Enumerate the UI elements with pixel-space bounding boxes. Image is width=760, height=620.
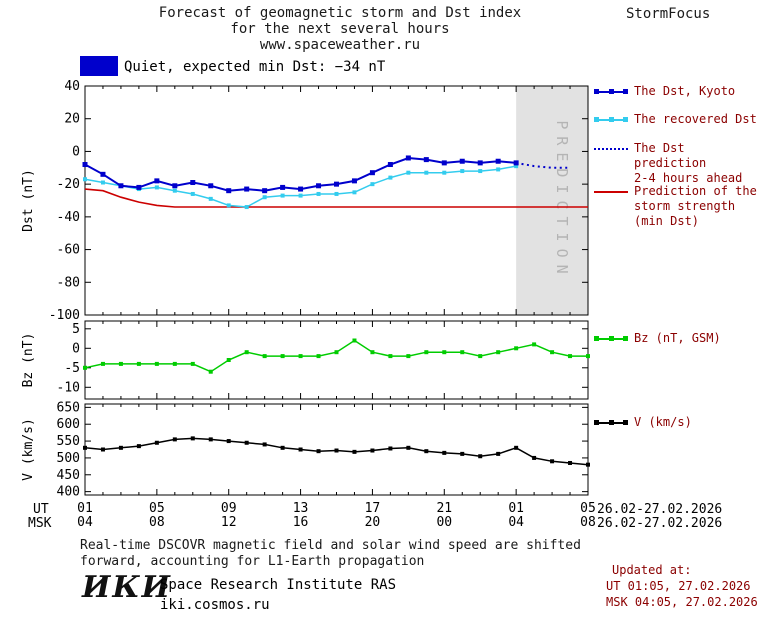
legend-bz-label: Bz (nT, GSM) [634,331,721,345]
storm-prediction-marker-icon [594,187,628,197]
svg-text:5: 5 [72,322,80,337]
bz-marker-icon [594,334,628,344]
v-marker-icon [594,418,628,428]
svg-text:450: 450 [57,468,80,483]
msk-date-range: 26.02-27.02.2026 [597,516,723,531]
svg-text:PREDICTION: PREDICTION [553,120,571,280]
dst-kyoto-marker-icon [594,87,628,97]
svg-text:0: 0 [72,144,80,159]
legend-dst-prediction-line2: 2-4 hours ahead [634,171,743,185]
svg-text:09: 09 [221,501,237,516]
svg-text:13: 13 [293,501,309,516]
stormfocus-brand: StormFocus [626,6,711,22]
legend-storm-line2: storm strength [634,199,736,213]
msk-axis-label: MSK [28,516,52,531]
svg-text:21: 21 [436,501,452,516]
svg-text:05: 05 [149,501,165,516]
svg-text:600: 600 [57,417,80,432]
legend-storm-line3: (min Dst) [634,214,700,228]
updated-block: Updated at: UT 01:05, 27.02.2026 MSK 04:… [606,562,758,610]
svg-text:-20: -20 [57,177,80,192]
iki-logo: ИКИ [82,570,172,605]
svg-text:04: 04 [508,515,524,530]
legend-dst-prediction: The Dst prediction 2-4 hours ahead [594,141,760,186]
page-title: Forecast of geomagnetic storm and Dst in… [60,5,620,53]
legend-recovered-dst-label: The recovered Dst [634,112,757,126]
updated-ut: UT 01:05, 27.02.2026 [606,579,751,593]
svg-text:-60: -60 [57,243,80,258]
svg-text:00: 00 [436,515,452,530]
svg-text:650: 650 [57,400,80,415]
svg-text:-10: -10 [57,380,80,395]
svg-text:400: 400 [57,485,80,500]
legend-dst-kyoto: The Dst, Kyoto [594,84,735,99]
legend-recovered-dst: The recovered Dst [594,112,757,127]
svg-text:40: 40 [64,79,80,94]
svg-text:-100: -100 [49,308,80,323]
legend-bz: Bz (nT, GSM) [594,331,721,346]
svg-text:Bz (nT): Bz (nT) [21,333,36,388]
ut-axis-label: UT [33,502,49,517]
svg-text:-40: -40 [57,210,80,225]
institute-website: iki.cosmos.ru [160,597,270,613]
legend-v-label: V (km/s) [634,415,692,429]
legend-dst-kyoto-label: The Dst, Kyoto [634,84,736,98]
spaceweather-url: www.spaceweather.ru [259,37,421,53]
svg-text:12: 12 [221,515,237,530]
svg-text:0: 0 [72,341,80,356]
legend-storm-line1: Prediction of the [634,184,757,198]
svg-text:20: 20 [365,515,381,530]
page-title-line1: Forecast of geomagnetic storm and Dst in… [158,5,522,21]
svg-text:05: 05 [580,501,596,516]
footnote-line2: forward, accounting for L1-Earth propaga… [80,554,425,569]
status-color-box [80,56,118,76]
legend-storm-prediction: Prediction of the storm strength (min Ds… [594,184,757,229]
status-text: Quiet, expected min Dst: −34 nT [124,59,386,75]
updated-label: Updated at: [612,563,692,577]
recovered-dst-marker-icon [594,115,628,125]
legend-v: V (km/s) [594,415,692,430]
ut-date-range: 26.02-27.02.2026 [597,502,723,517]
svg-text:550: 550 [57,434,80,449]
institute-name: Space Research Institute RAS [160,577,397,593]
svg-text:08: 08 [149,515,165,530]
svg-text:17: 17 [365,501,381,516]
svg-text:01: 01 [508,501,524,516]
svg-text:-80: -80 [57,275,80,290]
svg-text:01: 01 [77,501,93,516]
page-title-line2: for the next several hours [230,21,450,37]
svg-text:-5: -5 [64,361,80,376]
svg-text:Dst (nT): Dst (nT) [21,169,36,232]
svg-text:500: 500 [57,451,80,466]
svg-text:08: 08 [580,515,596,530]
legend-dst-prediction-line1: The Dst prediction [634,141,707,170]
footnote-line1: Real-time DSCOVR magnetic field and sola… [80,538,581,553]
updated-msk: MSK 04:05, 27.02.2026 [606,595,758,609]
svg-text:04: 04 [77,515,93,530]
svg-text:16: 16 [293,515,309,530]
svg-text:20: 20 [64,112,80,127]
svg-text:V (km/s): V (km/s) [21,418,36,481]
dst-prediction-marker-icon [594,144,628,154]
